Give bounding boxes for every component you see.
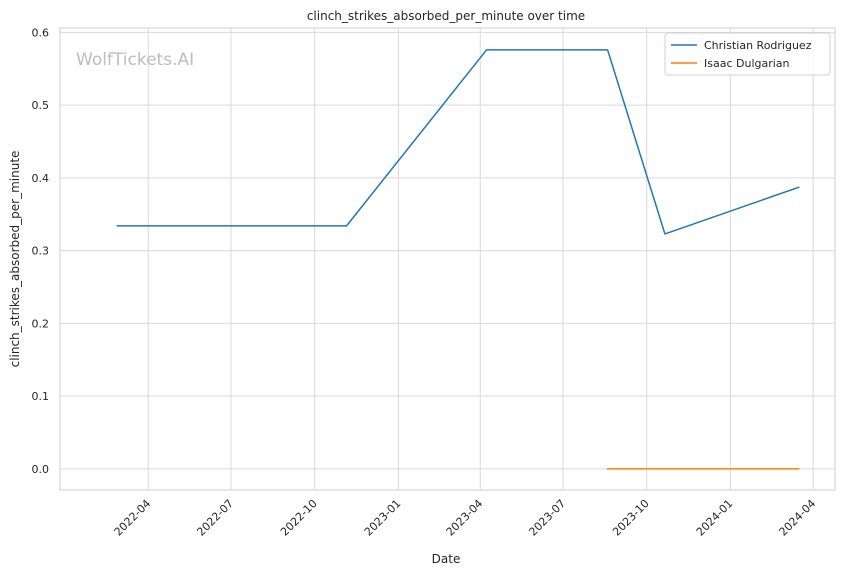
y-axis-ticks: 0.0 0.1 0.2 0.3 0.4 0.5 0.6 (32, 26, 50, 476)
x-tick-label: 2022-04 (112, 497, 154, 539)
x-tick-label: 2022-07 (194, 497, 236, 539)
y-tick-label: 0.0 (32, 463, 50, 476)
y-tick-label: 0.1 (32, 390, 50, 403)
x-tick-label: 2022-10 (278, 497, 320, 539)
legend-box (664, 32, 831, 76)
series-line-christian-rodriguez (116, 49, 800, 235)
grid-vertical (147, 28, 814, 490)
y-tick-label: 0.6 (32, 26, 50, 39)
y-tick-label: 0.5 (32, 99, 50, 112)
x-tick-label: 2023-01 (362, 497, 404, 539)
chart-title: clinch_strikes_absorbed_per_minute over … (307, 9, 585, 23)
plot-area (59, 27, 836, 491)
x-axis-label: Date (432, 552, 461, 566)
x-tick-label: 2023-04 (444, 497, 486, 539)
x-tick-label: 2024-04 (777, 497, 819, 539)
legend: Christian Rodriguez Isaac Dulgarian (664, 32, 831, 76)
x-tick-label: 2024-01 (694, 497, 736, 539)
legend-label-isaac-dulgarian: Isaac Dulgarian (704, 57, 790, 70)
legend-label-christian-rodriguez: Christian Rodriguez (704, 39, 812, 52)
y-tick-label: 0.3 (32, 245, 50, 258)
x-axis-ticks: 2022-04 2022-07 2022-10 2023-01 2023-04 2023-… (112, 497, 819, 539)
y-axis-label: clinch_strikes_absorbed_per_minute (8, 151, 22, 368)
y-tick-label: 0.2 (32, 317, 50, 330)
series-layer (116, 49, 800, 470)
x-tick-label: 2023-10 (610, 497, 652, 539)
x-tick-label: 2023-07 (526, 497, 568, 539)
y-tick-label: 0.4 (32, 172, 50, 185)
grid-horizontal (60, 31, 835, 470)
watermark: WolfTickets.AI (76, 50, 194, 70)
